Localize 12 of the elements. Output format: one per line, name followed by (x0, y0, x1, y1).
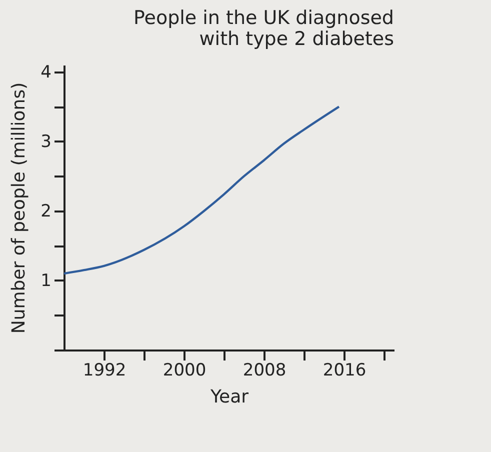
line-series (62, 106, 340, 275)
y-tick-label: 3 (40, 132, 52, 152)
x-tick-label: 2016 (322, 360, 366, 380)
x-tick-label: 2000 (162, 360, 206, 380)
y-axis-title: Number of people (millions) (8, 82, 30, 334)
x-tick-label: 2008 (242, 360, 286, 380)
y-tick-label: 1 (40, 270, 52, 291)
x-axis-title: Year (209, 386, 250, 408)
y-tick-label: 2 (40, 201, 52, 222)
chart-title: People in the UK diagnosed with type 2 diabetes (133, 6, 394, 50)
x-tick-label: 1992 (82, 360, 126, 380)
y-tick-label: 4 (40, 62, 52, 82)
